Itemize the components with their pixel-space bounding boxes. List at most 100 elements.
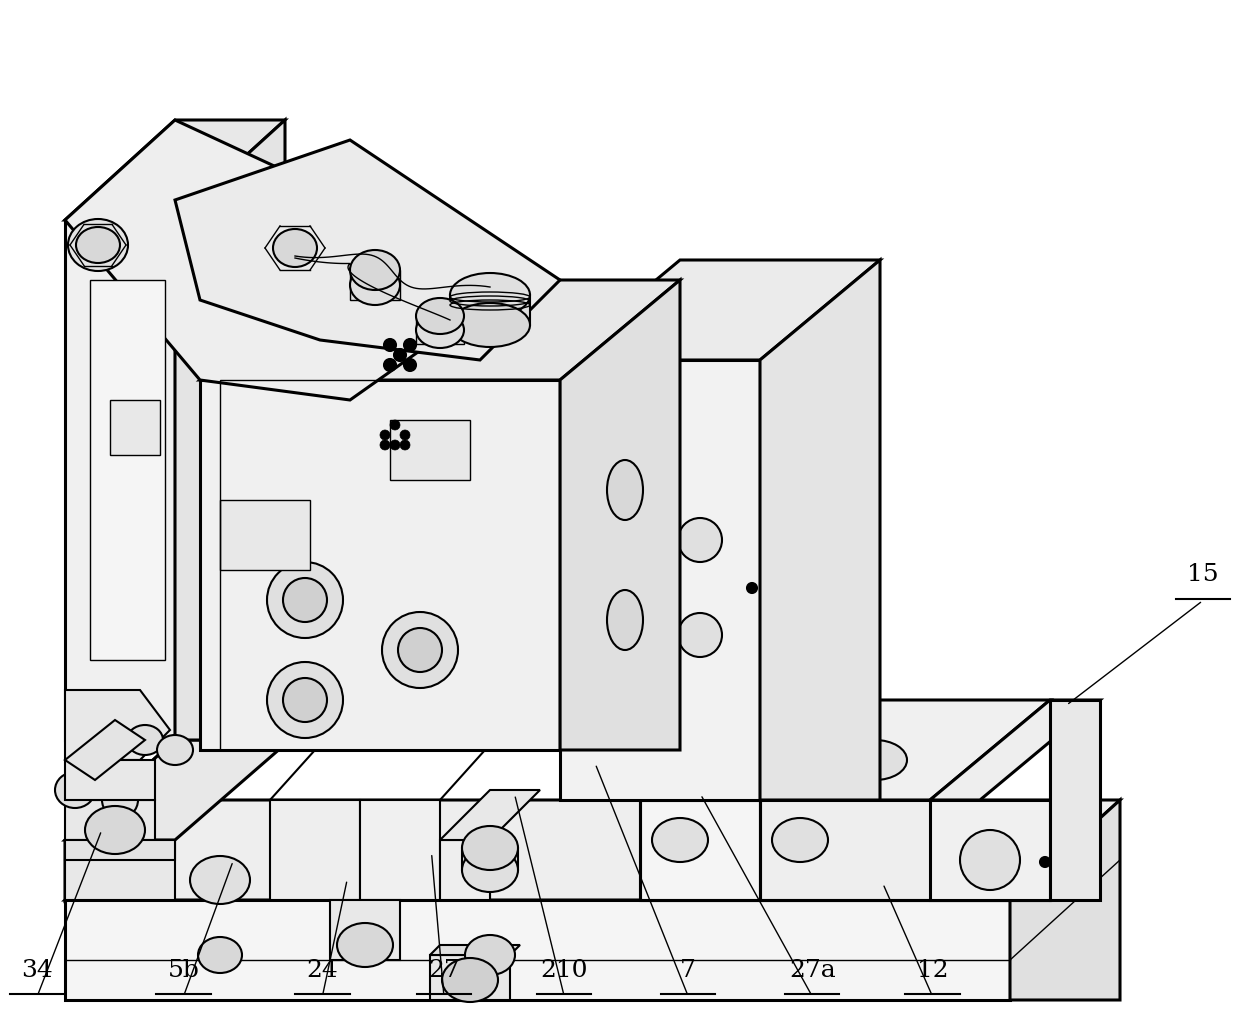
Polygon shape — [560, 360, 760, 800]
Ellipse shape — [283, 578, 327, 622]
Polygon shape — [64, 840, 175, 900]
Polygon shape — [1050, 700, 1100, 900]
Text: 7: 7 — [681, 959, 696, 982]
Ellipse shape — [404, 339, 415, 351]
Ellipse shape — [190, 856, 250, 904]
Ellipse shape — [394, 348, 405, 361]
Polygon shape — [64, 760, 155, 800]
Text: 15: 15 — [1187, 564, 1219, 586]
Ellipse shape — [618, 558, 662, 602]
Polygon shape — [930, 800, 1050, 900]
Polygon shape — [64, 220, 175, 740]
Ellipse shape — [608, 590, 644, 650]
Bar — [415, 316, 464, 344]
Ellipse shape — [465, 935, 515, 975]
Ellipse shape — [404, 359, 415, 371]
Bar — [463, 848, 518, 870]
Polygon shape — [560, 260, 880, 360]
Ellipse shape — [960, 830, 1021, 890]
Bar — [450, 295, 529, 325]
Ellipse shape — [652, 818, 708, 862]
Ellipse shape — [350, 250, 401, 290]
Text: 24: 24 — [306, 959, 339, 982]
Text: 5b: 5b — [167, 959, 200, 982]
Polygon shape — [560, 280, 680, 750]
Polygon shape — [430, 955, 510, 1000]
Polygon shape — [440, 840, 490, 900]
Ellipse shape — [401, 430, 410, 440]
Ellipse shape — [267, 662, 343, 738]
Polygon shape — [760, 260, 880, 800]
Ellipse shape — [273, 229, 317, 266]
Polygon shape — [64, 120, 520, 400]
Ellipse shape — [713, 750, 777, 790]
Polygon shape — [175, 140, 560, 360]
Polygon shape — [200, 280, 680, 380]
Ellipse shape — [86, 806, 145, 854]
Ellipse shape — [843, 740, 906, 780]
Ellipse shape — [126, 725, 162, 755]
Ellipse shape — [618, 468, 662, 512]
Ellipse shape — [1040, 857, 1050, 867]
Polygon shape — [430, 945, 520, 955]
Ellipse shape — [382, 612, 458, 688]
Polygon shape — [64, 800, 155, 840]
Ellipse shape — [415, 298, 464, 334]
Ellipse shape — [263, 220, 327, 276]
Ellipse shape — [450, 273, 529, 317]
Polygon shape — [64, 800, 1120, 900]
Ellipse shape — [283, 678, 327, 722]
Ellipse shape — [463, 848, 518, 892]
Polygon shape — [640, 700, 1050, 800]
Ellipse shape — [55, 772, 95, 808]
Polygon shape — [175, 120, 285, 740]
Ellipse shape — [678, 613, 722, 657]
Ellipse shape — [441, 958, 498, 1002]
Ellipse shape — [198, 937, 242, 973]
Bar — [391, 420, 470, 480]
Ellipse shape — [76, 227, 120, 263]
Text: 34: 34 — [21, 959, 53, 982]
Bar — [91, 280, 165, 660]
Ellipse shape — [68, 219, 128, 271]
Ellipse shape — [618, 648, 662, 692]
Ellipse shape — [157, 735, 193, 765]
Ellipse shape — [398, 628, 441, 672]
Ellipse shape — [608, 460, 644, 520]
Bar — [110, 400, 160, 455]
Polygon shape — [64, 720, 145, 780]
Ellipse shape — [102, 782, 138, 818]
Polygon shape — [64, 900, 1011, 1000]
Ellipse shape — [337, 922, 393, 967]
Ellipse shape — [463, 826, 518, 870]
Ellipse shape — [391, 440, 401, 450]
Ellipse shape — [401, 440, 410, 450]
Polygon shape — [64, 740, 290, 840]
Ellipse shape — [384, 339, 396, 351]
Text: 12: 12 — [916, 959, 949, 982]
Polygon shape — [1011, 800, 1120, 1000]
Ellipse shape — [773, 818, 828, 862]
Polygon shape — [360, 800, 440, 900]
Ellipse shape — [384, 359, 396, 371]
Text: 27a: 27a — [789, 959, 836, 982]
Ellipse shape — [746, 583, 756, 593]
Polygon shape — [64, 690, 170, 760]
Polygon shape — [64, 840, 175, 860]
Ellipse shape — [379, 430, 391, 440]
Bar — [219, 380, 560, 750]
Polygon shape — [200, 380, 560, 750]
Ellipse shape — [267, 562, 343, 638]
Ellipse shape — [678, 518, 722, 562]
Polygon shape — [64, 740, 175, 900]
Polygon shape — [640, 800, 760, 900]
Ellipse shape — [450, 303, 529, 347]
Polygon shape — [760, 800, 1050, 900]
Ellipse shape — [391, 420, 401, 430]
Bar — [350, 270, 401, 300]
Text: 210: 210 — [541, 959, 588, 982]
Polygon shape — [330, 900, 401, 960]
Polygon shape — [270, 800, 360, 900]
Polygon shape — [440, 790, 539, 840]
Polygon shape — [930, 700, 1100, 800]
